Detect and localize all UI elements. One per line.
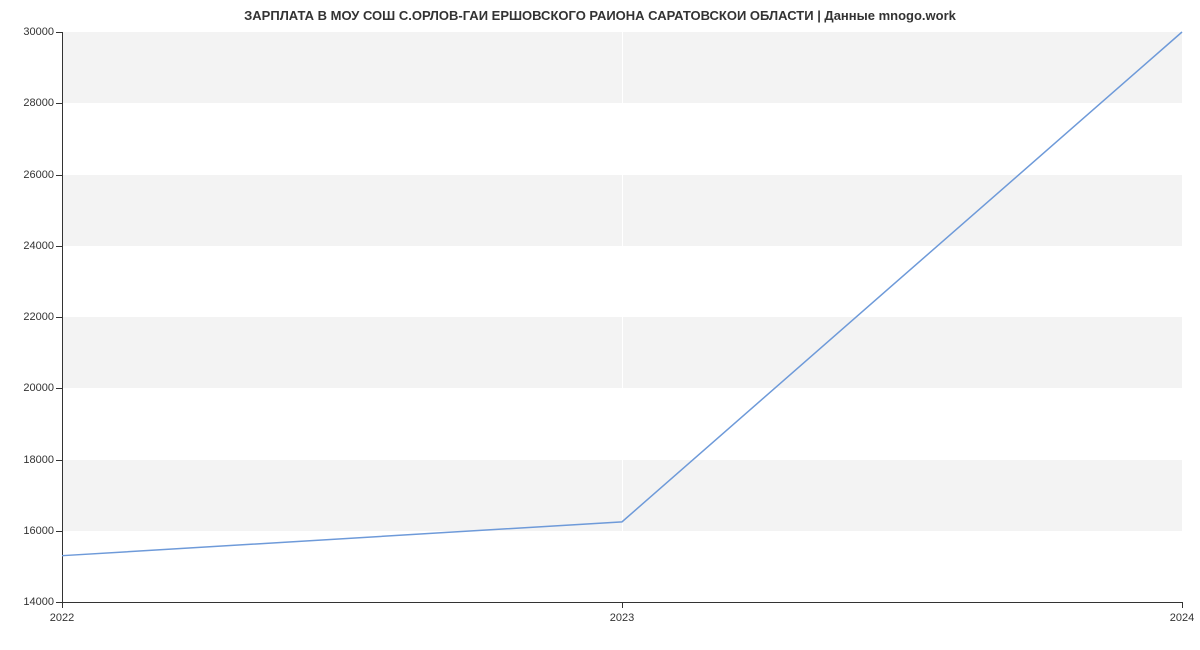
y-tick-label: 16000 [23,525,54,537]
plot-area: 1400016000180002000022000240002600028000… [62,32,1182,602]
x-tick-label: 2022 [50,612,74,624]
y-tick-label: 28000 [23,97,54,109]
y-tick-label: 20000 [23,382,54,394]
x-tick-label: 2023 [610,612,634,624]
x-tick-mark [1182,602,1183,608]
x-grid-line [1182,32,1183,602]
y-tick-label: 24000 [23,240,54,252]
y-tick-label: 26000 [23,169,54,181]
x-axis-line [62,602,1182,603]
chart-title: ЗАРПЛАТА В МОУ СОШ С.ОРЛОВ-ГАИ ЕРШОВСКОГ… [0,8,1200,23]
y-tick-label: 22000 [23,311,54,323]
x-tick-label: 2024 [1170,612,1194,624]
y-tick-label: 18000 [23,454,54,466]
y-tick-label: 30000 [23,26,54,38]
salary-line-chart: ЗАРПЛАТА В МОУ СОШ С.ОРЛОВ-ГАИ ЕРШОВСКОГ… [0,0,1200,650]
series-line [62,32,1182,602]
y-tick-label: 14000 [23,596,54,608]
